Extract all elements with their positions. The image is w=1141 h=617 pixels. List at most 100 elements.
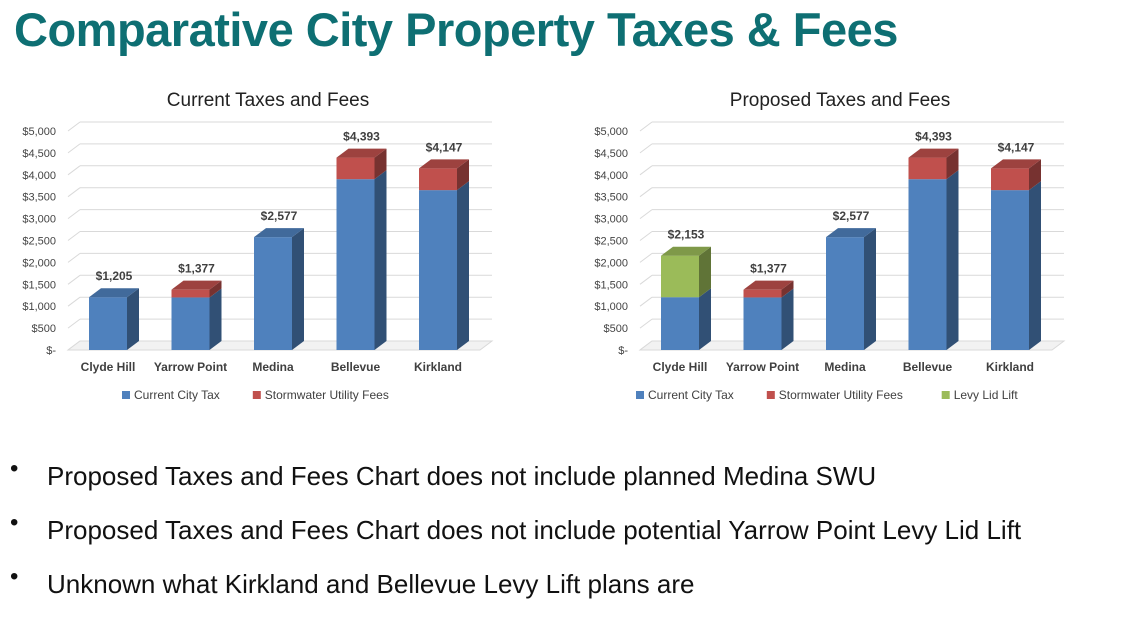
bar-current-city-tax-yarrow-point bbox=[743, 288, 794, 350]
x-tick-label-kirkland: Kirkland bbox=[986, 360, 1034, 374]
legend-label: Current City Tax bbox=[648, 388, 734, 402]
bar-top bbox=[171, 280, 222, 290]
note-text: Unknown what Kirkland and Bellevue Levy … bbox=[47, 569, 695, 599]
bar-front bbox=[908, 157, 947, 180]
bar-current-city-tax-bellevue bbox=[336, 170, 387, 350]
bar-side bbox=[1029, 159, 1041, 191]
note-item: • Unknown what Kirkland and Bellevue Lev… bbox=[0, 563, 1141, 617]
bar-current-city-tax-kirkland bbox=[991, 181, 1041, 350]
bar-front bbox=[661, 297, 699, 350]
bar-side bbox=[209, 280, 222, 298]
gridline-side bbox=[639, 274, 653, 285]
gridline-side bbox=[639, 165, 653, 176]
gridline-side bbox=[639, 209, 653, 220]
chart-title: Proposed Taxes and Fees bbox=[730, 90, 950, 111]
data-label-yarrow-point: $1,377 bbox=[178, 262, 215, 276]
bar-front bbox=[826, 237, 864, 350]
bar-top bbox=[991, 159, 1041, 169]
y-tick-label: $2,500 bbox=[22, 236, 56, 248]
gridline-side bbox=[67, 231, 81, 241]
y-tick-label: $2,500 bbox=[594, 236, 628, 248]
bar-stormwater-utility-fees-bellevue bbox=[908, 148, 959, 180]
y-tick-label: $3,000 bbox=[22, 214, 56, 226]
gridline-side bbox=[67, 252, 81, 263]
bar-top bbox=[336, 148, 387, 158]
gridline-side bbox=[67, 165, 81, 176]
y-tick-label: $4,000 bbox=[594, 170, 628, 182]
notes-list: • Proposed Taxes and Fees Chart does not… bbox=[0, 455, 1141, 617]
y-tick-label: $500 bbox=[604, 323, 628, 335]
bar-front bbox=[908, 179, 947, 350]
gridline-side bbox=[639, 187, 653, 198]
bar-current-city-tax-bellevue bbox=[908, 170, 959, 350]
data-label-kirkland: $4,147 bbox=[998, 140, 1035, 154]
gridline-side bbox=[639, 231, 653, 241]
bar-front bbox=[743, 297, 782, 350]
y-tick-label: $- bbox=[618, 345, 628, 357]
bar-current-city-tax-kirkland bbox=[419, 181, 469, 350]
bar-side bbox=[699, 288, 711, 350]
y-tick-label: $1,500 bbox=[594, 279, 628, 291]
bar-top bbox=[908, 148, 959, 158]
proposed-taxes-chart: Proposed Taxes and Fees $- $500 $1,000 $1,50… bbox=[572, 78, 1132, 423]
data-label-kirkland: $4,147 bbox=[426, 140, 463, 154]
note-item: • Proposed Taxes and Fees Chart does not… bbox=[0, 455, 1141, 509]
bar-current-city-tax-medina bbox=[826, 228, 876, 350]
bar-current-city-tax-medina bbox=[254, 228, 304, 350]
bar-current-city-tax-clyde-hill bbox=[89, 288, 139, 350]
chart-legend: Current City Tax Stormwater Utility Fees L… bbox=[636, 388, 1018, 402]
bar-current-city-tax-yarrow-point bbox=[171, 288, 222, 350]
bar-stormwater-utility-fees-yarrow-point bbox=[171, 280, 222, 298]
bullet-marker: • bbox=[10, 455, 19, 482]
legend-label: Stormwater Utility Fees bbox=[779, 388, 903, 402]
bar-side bbox=[292, 228, 304, 350]
bar-stormwater-utility-fees-kirkland bbox=[419, 159, 469, 191]
bar-side bbox=[946, 148, 959, 180]
gridline-side bbox=[639, 296, 653, 307]
data-label-clyde-hill: $1,205 bbox=[96, 269, 133, 283]
y-tick-label: $2,000 bbox=[22, 257, 56, 269]
x-tick-label-yarrow-point: Yarrow Point bbox=[154, 360, 227, 374]
legend-item-stormwater-utility-fees: Stormwater Utility Fees bbox=[252, 388, 389, 402]
bar-front bbox=[89, 297, 127, 350]
bar-side bbox=[946, 170, 959, 350]
bar-front bbox=[991, 190, 1029, 350]
current-taxes-chart-svg: Current Taxes and Fees $- $500 $1,000 $1,500… bbox=[22, 90, 494, 402]
gridline-side bbox=[67, 274, 81, 285]
bar-front bbox=[171, 289, 210, 298]
data-label-clyde-hill: $2,153 bbox=[668, 228, 705, 242]
y-tick-label: $4,500 bbox=[594, 148, 628, 160]
bar-side bbox=[374, 148, 387, 180]
x-tick-label-medina: Medina bbox=[252, 360, 294, 374]
data-label-bellevue: $4,393 bbox=[343, 130, 380, 144]
gridline-side bbox=[67, 209, 81, 220]
legend-item-stormwater-utility-fees: Stormwater Utility Fees bbox=[766, 388, 903, 402]
bar-side bbox=[457, 159, 469, 191]
y-tick-label: $500 bbox=[32, 323, 56, 335]
x-tick-label-clyde-hill: Clyde Hill bbox=[653, 360, 708, 374]
gridline-side bbox=[639, 143, 653, 154]
data-label-medina: $2,577 bbox=[261, 209, 298, 223]
y-tick-label: $5,000 bbox=[22, 126, 56, 138]
bar-top bbox=[826, 228, 876, 238]
gridline-side bbox=[67, 121, 81, 132]
bar-front bbox=[254, 237, 292, 350]
x-tick-label-medina: Medina bbox=[824, 360, 866, 374]
y-tick-label: $- bbox=[46, 345, 56, 357]
note-text: Proposed Taxes and Fees Chart does not i… bbox=[47, 461, 877, 491]
bar-front bbox=[336, 157, 375, 180]
bar-side bbox=[457, 181, 469, 350]
y-tick-label: $4,500 bbox=[22, 148, 56, 160]
bar-front bbox=[661, 255, 699, 298]
y-tick-label: $5,000 bbox=[594, 126, 628, 138]
legend-item-levy-lid-lift: Levy Lid Lift bbox=[941, 388, 1018, 402]
bar-side bbox=[127, 288, 139, 350]
x-tick-label-kirkland: Kirkland bbox=[414, 360, 462, 374]
bar-side bbox=[1029, 181, 1041, 350]
proposed-taxes-chart-svg: Proposed Taxes and Fees $- $500 $1,000 $1,50… bbox=[594, 90, 1066, 402]
legend-swatch bbox=[636, 391, 644, 399]
x-tick-label-bellevue: Bellevue bbox=[331, 360, 381, 374]
legend-item-current-city-tax: Current City Tax bbox=[636, 388, 734, 402]
chart-legend: Current City Tax Stormwater Utility Fees bbox=[122, 388, 389, 402]
bar-current-city-tax-clyde-hill bbox=[661, 288, 711, 350]
